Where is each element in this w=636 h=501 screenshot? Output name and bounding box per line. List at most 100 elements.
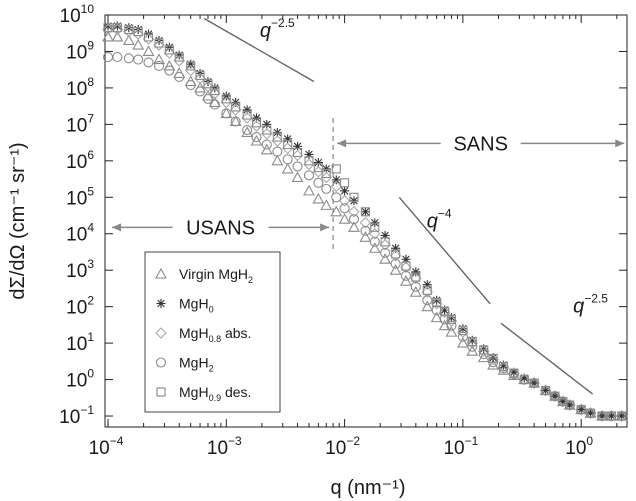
data-point (194, 72, 206, 85)
data-point (330, 205, 343, 217)
diamond-marker (111, 23, 124, 36)
legend-marker (155, 267, 167, 279)
diamond-marker (487, 353, 499, 366)
data-point (340, 186, 350, 196)
triangle-marker (155, 267, 167, 279)
diamond-marker (379, 238, 391, 251)
region-label: USANS (186, 217, 255, 239)
data-point (184, 64, 197, 77)
data-point (550, 391, 560, 401)
region-label: SANS (453, 133, 507, 155)
data-point (261, 139, 272, 150)
data-point (220, 96, 233, 109)
diamond-marker (155, 327, 167, 339)
square-marker (262, 125, 272, 135)
x-tick-label: 10−4 (89, 434, 124, 459)
diamond-marker (229, 104, 242, 116)
data-point (312, 166, 325, 178)
circle-marker (251, 131, 262, 143)
y-tick-label: 105 (66, 184, 94, 209)
arrowhead-right (615, 139, 625, 148)
diamond-marker (348, 206, 360, 218)
data-point (401, 261, 411, 271)
data-point (445, 315, 458, 327)
data-point (446, 320, 457, 331)
data-point (576, 405, 586, 415)
asterisk-stroke (222, 92, 231, 100)
legend-marker (156, 299, 166, 308)
data-point (320, 171, 333, 184)
data-point (432, 295, 442, 305)
square-marker (411, 272, 421, 282)
legend-box (144, 251, 281, 413)
data-point (241, 112, 253, 124)
asterisk-stroke (332, 176, 341, 184)
square-marker (251, 118, 262, 128)
square-marker (597, 411, 607, 421)
data-point (229, 104, 242, 116)
triangle-marker (409, 286, 422, 297)
slope-label: q−2.5 (260, 16, 295, 42)
asterisk-stroke (340, 187, 349, 195)
square-marker (467, 337, 477, 347)
y-tick-label: 102 (66, 294, 94, 319)
data-point (320, 199, 333, 210)
diamond-marker (209, 87, 221, 100)
data-point (410, 281, 421, 292)
x-tick-label: 10−3 (207, 434, 242, 459)
circle-marker (133, 54, 144, 65)
triangle-marker (260, 143, 273, 155)
data-point (440, 306, 450, 316)
diamond-marker (123, 25, 135, 38)
asterisk-stroke (361, 208, 370, 216)
data-point (467, 341, 478, 352)
data-point (112, 52, 123, 63)
data-point (262, 119, 272, 129)
circle-marker (313, 177, 324, 188)
data-point (370, 222, 380, 232)
data-point (221, 108, 232, 119)
asterisk-stroke (423, 280, 432, 289)
data-point (208, 96, 221, 107)
circle-marker (209, 99, 220, 110)
circle-marker (195, 86, 206, 97)
data-point (251, 118, 262, 128)
arrowhead-left (337, 139, 347, 148)
square-marker (550, 391, 560, 401)
data-point (313, 163, 323, 173)
data-point (370, 218, 380, 228)
data-point (487, 358, 500, 370)
diamond-marker (153, 39, 165, 51)
data-point (102, 30, 114, 42)
diamond-marker (421, 286, 434, 298)
circle-marker (331, 192, 342, 203)
data-point (312, 192, 325, 204)
data-point (163, 47, 176, 59)
square-marker (164, 45, 174, 55)
data-point (430, 297, 443, 310)
y-axis-title: dΣ/dΩ (cm⁻¹ sr⁻¹) (7, 142, 29, 299)
circle-marker (185, 79, 196, 91)
circle-marker (230, 116, 241, 127)
x-axis-title: q (nm⁻¹) (331, 477, 406, 499)
data-point (122, 34, 135, 46)
triangle-marker (389, 264, 402, 275)
data-point (283, 134, 293, 144)
data-point (154, 38, 164, 48)
square-marker (143, 32, 154, 42)
data-point (291, 171, 304, 182)
data-point (281, 162, 294, 174)
data-point (380, 230, 390, 240)
square-marker (133, 27, 143, 37)
circle-marker (446, 320, 457, 331)
data-point (400, 275, 412, 286)
triangle-marker (281, 162, 294, 174)
data-point (271, 135, 284, 147)
data-point (488, 353, 498, 363)
asterisk-stroke (273, 128, 282, 137)
y-tick-label: 101 (66, 330, 94, 355)
diamond-marker (241, 112, 253, 124)
triangle-marker (312, 192, 325, 204)
diamond-marker (194, 72, 206, 85)
asterisk-stroke (371, 219, 379, 227)
